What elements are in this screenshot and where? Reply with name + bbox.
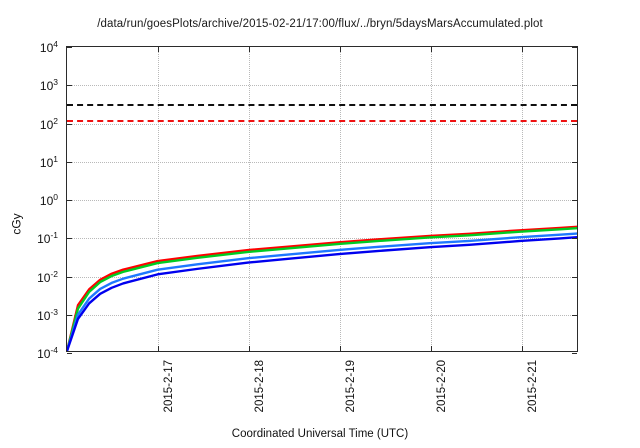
x-gridline bbox=[340, 47, 342, 351]
y-axis-tick-right bbox=[572, 161, 577, 163]
y-axis-tick bbox=[67, 276, 72, 278]
x-axis-tick-top bbox=[157, 47, 159, 52]
x-gridline bbox=[522, 47, 524, 351]
y-axis-tick-right bbox=[572, 276, 577, 278]
x-gridline bbox=[249, 47, 251, 351]
y-axis-title: cGy bbox=[9, 213, 24, 235]
y-axis-label: 104 bbox=[39, 39, 58, 55]
x-axis-title: Coordinated Universal Time (UTC) bbox=[231, 428, 409, 440]
y-axis-label: 10-2 bbox=[37, 268, 58, 285]
x-axis-label: 2015-2-17 bbox=[162, 360, 175, 413]
y-axis-tick-right bbox=[572, 238, 577, 240]
y-gridline bbox=[67, 276, 577, 278]
plot-inner bbox=[67, 47, 577, 351]
x-axis-label: 2015-2-19 bbox=[345, 360, 358, 413]
x-gridline bbox=[157, 47, 159, 351]
y-axis-tick bbox=[67, 47, 72, 48]
y-axis-tick bbox=[67, 200, 72, 201]
x-axis-tick-top bbox=[522, 47, 524, 52]
x-axis-tick-top bbox=[431, 47, 433, 52]
curve-lightblue bbox=[67, 232, 577, 351]
x-axis-label: 2015-2-18 bbox=[254, 360, 267, 413]
x-axis-tick bbox=[249, 346, 251, 351]
curve-group bbox=[67, 225, 577, 351]
y-axis-tick-right bbox=[572, 353, 577, 354]
y-axis-label: 10-4 bbox=[37, 345, 58, 361]
y-axis-tick bbox=[67, 353, 72, 354]
x-axis-tick-top bbox=[340, 47, 342, 52]
page-title: /data/run/goesPlots/archive/2015-02-21/1… bbox=[97, 18, 543, 30]
y-axis-label: 101 bbox=[39, 153, 58, 170]
x-axis-label: 2015-2-20 bbox=[436, 360, 449, 413]
y-axis-tick bbox=[67, 161, 72, 163]
y-axis-label: 102 bbox=[39, 115, 58, 132]
y-axis-tick bbox=[67, 314, 72, 316]
y-gridline bbox=[67, 200, 577, 201]
x-axis-tick bbox=[431, 346, 433, 351]
y-gridline bbox=[67, 161, 577, 163]
y-axis-tick-right bbox=[572, 85, 577, 87]
curve-green bbox=[67, 226, 577, 351]
y-axis-tick bbox=[67, 238, 72, 240]
curve-darkblue bbox=[67, 235, 577, 351]
y-axis-label: 10-1 bbox=[37, 230, 58, 247]
curve-red bbox=[67, 225, 577, 351]
ref-line-red bbox=[67, 119, 577, 122]
y-axis-label: 10-3 bbox=[37, 306, 58, 323]
ref-line-black bbox=[67, 104, 577, 107]
y-axis-label: 103 bbox=[39, 77, 58, 94]
x-gridline bbox=[431, 47, 433, 351]
y-axis-tick bbox=[67, 85, 72, 87]
y-gridline bbox=[67, 238, 577, 240]
x-axis-tick bbox=[522, 346, 524, 351]
y-gridline bbox=[67, 85, 577, 87]
y-gridline bbox=[67, 314, 577, 316]
y-axis-tick-right bbox=[572, 123, 577, 125]
x-axis-tick bbox=[340, 346, 342, 351]
x-axis-tick-top bbox=[249, 47, 251, 52]
y-axis-tick-right bbox=[572, 47, 577, 48]
x-axis-tick bbox=[157, 346, 159, 351]
y-axis-tick-right bbox=[572, 200, 577, 201]
y-axis-tick-right bbox=[572, 314, 577, 316]
plot-area: 104 103 102 101 100 10-1 10-2 10-3 10-4 2015-2-17… bbox=[37, 39, 578, 412]
y-gridline bbox=[67, 123, 577, 125]
y-axis-tick bbox=[67, 123, 72, 125]
x-axis-label: 2015-2-21 bbox=[527, 360, 540, 413]
y-axis-label: 100 bbox=[39, 192, 58, 208]
